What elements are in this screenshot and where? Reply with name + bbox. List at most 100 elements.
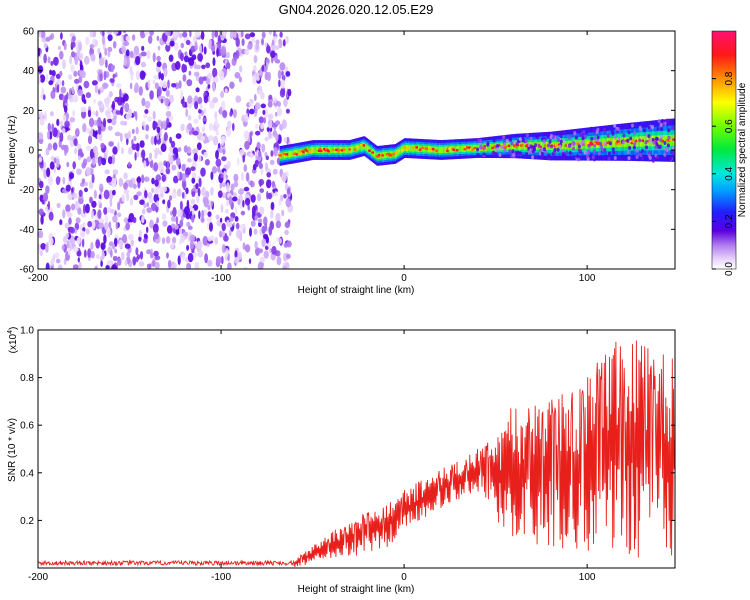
- signal-halo: [667, 128, 671, 133]
- noise-speckle: [139, 70, 146, 80]
- noise-speckle: [264, 245, 269, 251]
- noise-speckle: [71, 203, 76, 211]
- signal-band: [575, 140, 577, 150]
- noise-speckle: [81, 110, 87, 119]
- noise-speckle: [78, 198, 84, 205]
- noise-speckle: [247, 43, 253, 50]
- noise-speckle: [117, 141, 120, 152]
- signal-band: [374, 150, 376, 158]
- noise-speckle: [106, 31, 113, 35]
- noise-speckle: [221, 100, 226, 110]
- noise-speckle: [70, 64, 75, 73]
- noise-speckle: [72, 161, 76, 170]
- noise-speckle: [187, 114, 192, 121]
- snr-x-label: Height of straight line (km): [298, 584, 415, 595]
- noise-speckle: [285, 197, 292, 208]
- x-tick-label: -200: [28, 273, 48, 284]
- noise-speckle: [203, 95, 209, 104]
- noise-speckle: [268, 94, 273, 100]
- signal-peak: [285, 153, 290, 156]
- x-tick-label: 100: [579, 273, 596, 284]
- spectrogram-content: [38, 31, 675, 269]
- noise-speckle: [152, 79, 156, 85]
- noise-speckle: [124, 243, 131, 249]
- noise-speckle: [249, 131, 253, 138]
- noise-speckle: [88, 117, 95, 128]
- noise-speckle: [276, 107, 283, 117]
- noise-speckle: [177, 209, 183, 217]
- noise-speckle: [223, 170, 226, 178]
- noise-speckle: [62, 176, 66, 185]
- noise-speckle: [209, 122, 213, 131]
- noise-speckle: [120, 132, 123, 143]
- noise-speckle: [207, 259, 213, 267]
- noise-speckle: [284, 221, 291, 229]
- signal-peak: [618, 142, 622, 145]
- noise-speckle: [273, 147, 278, 157]
- spectrogram-y-axis: 60 40 20 0 -20 -40 -60: [20, 27, 675, 276]
- noise-speckle: [138, 229, 142, 238]
- signal-band: [542, 142, 544, 150]
- noise-speckle: [129, 50, 134, 59]
- noise-speckle: [258, 162, 263, 170]
- noise-speckle: [244, 33, 251, 40]
- noise-speckle: [193, 118, 199, 124]
- signal-halo: [568, 150, 572, 155]
- noise-speckle: [175, 216, 179, 225]
- colorbar-tick-label: 0.0: [724, 262, 735, 276]
- noise-speckle: [120, 36, 124, 42]
- snr-content: [38, 340, 675, 568]
- noise-speckle: [201, 186, 206, 197]
- noise-speckle: [181, 179, 187, 189]
- noise-speckle: [215, 214, 220, 220]
- noise-speckle: [188, 57, 195, 66]
- noise-speckle: [76, 237, 81, 245]
- x-tick-label: -200: [28, 572, 48, 583]
- noise-speckle: [135, 126, 139, 135]
- noise-speckle: [248, 102, 253, 108]
- noise-speckle: [71, 35, 76, 42]
- noise-speckle: [77, 89, 83, 97]
- noise-speckle: [104, 169, 110, 175]
- signal-peak: [520, 143, 525, 147]
- signal-halo: [538, 148, 542, 153]
- noise-speckle: [97, 47, 101, 55]
- signal-halo: [631, 123, 634, 128]
- noise-speckle: [284, 229, 289, 235]
- noise-speckle: [146, 263, 152, 269]
- noise-speckle: [260, 103, 266, 109]
- noise-speckle: [68, 217, 72, 225]
- noise-speckle: [219, 106, 223, 116]
- signal-halo: [627, 130, 631, 135]
- noise-speckle: [268, 179, 272, 188]
- noise-speckle: [87, 248, 92, 258]
- noise-speckle: [222, 148, 225, 155]
- noise-speckle: [270, 50, 276, 59]
- noise-speckle: [129, 197, 134, 206]
- noise-speckle: [259, 188, 265, 194]
- noise-speckle: [125, 49, 130, 57]
- signal-halo: [535, 134, 539, 139]
- noise-speckle: [103, 189, 110, 200]
- noise-speckle: [126, 137, 129, 146]
- signal-halo: [627, 156, 631, 161]
- noise-speckle: [260, 123, 265, 130]
- signal-band: [485, 144, 487, 151]
- noise-speckle: [150, 252, 154, 259]
- noise-speckle: [107, 34, 113, 42]
- noise-speckle: [91, 173, 95, 184]
- noise-speckle: [86, 145, 92, 151]
- noise-speckle: [115, 72, 118, 78]
- noise-speckle: [62, 209, 66, 219]
- noise-speckle: [63, 235, 68, 244]
- signal-halo: [672, 146, 675, 151]
- noise-speckle: [103, 117, 106, 128]
- noise-speckle: [219, 71, 225, 81]
- noise-speckle: [263, 250, 269, 259]
- noise-speckle: [211, 166, 218, 174]
- noise-speckle: [112, 189, 116, 196]
- signal-band: [315, 146, 318, 154]
- noise-speckle: [138, 261, 145, 267]
- noise-speckle: [267, 101, 273, 108]
- noise-speckle: [210, 200, 213, 207]
